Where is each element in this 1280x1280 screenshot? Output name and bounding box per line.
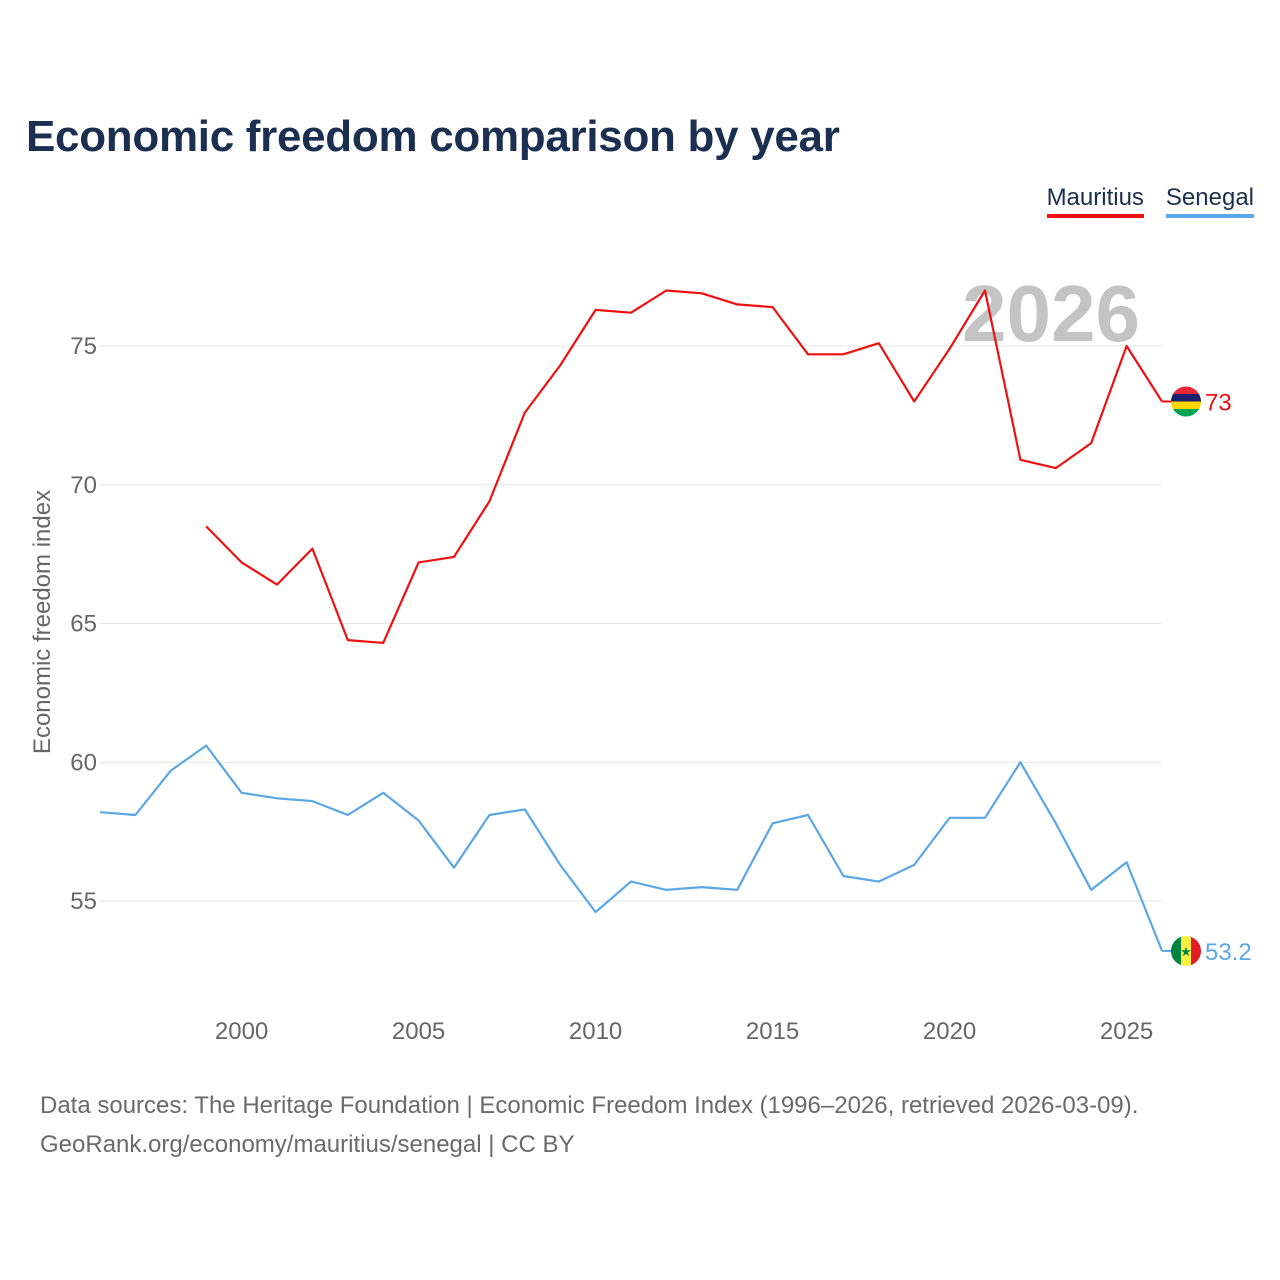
y-tick-label: 70	[70, 472, 97, 499]
series-line-mauritius	[205, 289, 1163, 644]
flag-stripe	[1171, 409, 1201, 417]
flag-stripe	[1171, 394, 1201, 402]
year-watermark: 2026	[962, 269, 1140, 358]
flag-star: ★	[1180, 945, 1192, 960]
senegal-flag-icon: ★	[1171, 935, 1201, 966]
series-line-senegal	[99, 744, 1164, 952]
source-note: Data sources: The Heritage Foundation | …	[40, 1092, 1139, 1119]
x-tick-label: 2010	[569, 1018, 622, 1045]
legend-item-mauritius[interactable]: Mauritius	[1046, 184, 1144, 218]
flag-stripe	[1191, 935, 1201, 966]
x-tick-label: 2025	[1100, 1018, 1153, 1045]
x-tick-label: 2020	[923, 1018, 976, 1045]
credit-link[interactable]: GeoRank.org/economy/mauritius/senegal | …	[40, 1131, 575, 1158]
flag-body	[1171, 386, 1201, 417]
y-tick-label: 60	[70, 749, 97, 776]
y-tick-label: 55	[70, 888, 97, 915]
flag-stripe	[1171, 386, 1201, 395]
y-axis-label: Economic freedom index	[29, 490, 56, 754]
x-tick-label: 2000	[215, 1018, 268, 1045]
flag-stripe	[1171, 401, 1201, 410]
mauritius-flag-icon	[1171, 386, 1201, 417]
end-value-label-senegal: 53.2	[1205, 939, 1252, 966]
x-tick-label: 2005	[392, 1018, 445, 1045]
flag-stripe	[1181, 935, 1192, 966]
y-tick-label: 75	[70, 333, 97, 360]
legend-item-senegal[interactable]: Senegal	[1165, 184, 1254, 218]
flag-body: ★	[1171, 935, 1201, 966]
footer: Data sources: The Heritage Foundation | …	[40, 1086, 1138, 1164]
legend: Mauritius Senegal	[1046, 184, 1254, 218]
x-tick-label: 2015	[746, 1018, 799, 1045]
chart-title: Economic freedom comparison by year	[26, 112, 840, 161]
y-tick-label: 65	[70, 611, 97, 638]
flag-stripe	[1171, 935, 1182, 966]
end-value-label-mauritius: 73	[1205, 390, 1232, 417]
